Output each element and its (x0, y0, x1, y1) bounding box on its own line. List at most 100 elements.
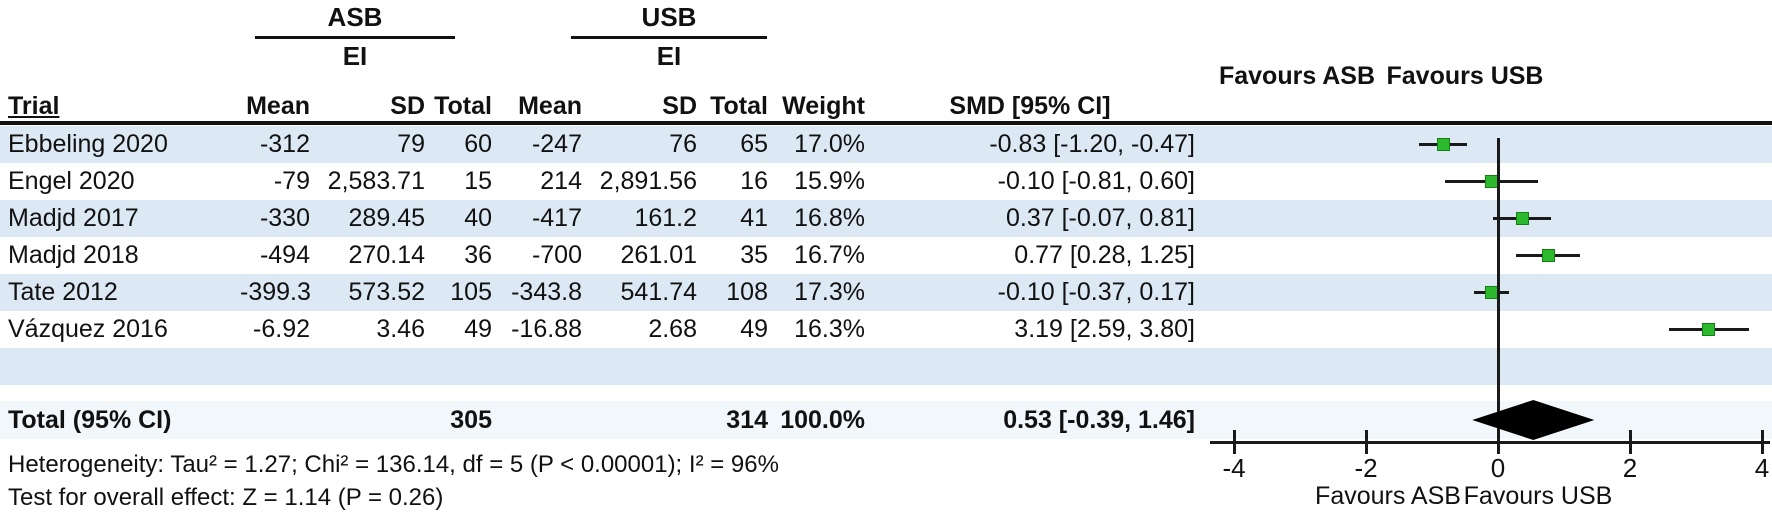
usb-sd-value: 161.2 (634, 204, 697, 232)
group-usb-sublabel: EI (656, 41, 682, 71)
usb-total-value: 16 (740, 167, 768, 195)
smd-ci-value: 0.77 [0.28, 1.25] (1014, 241, 1195, 269)
empty-row (0, 348, 1772, 385)
axis-tick-label: 2 (1622, 453, 1638, 483)
effect-point-marker-icon (1702, 323, 1716, 336)
weight-value: 16.7% (794, 241, 865, 269)
usb-sd-value: 541.74 (620, 278, 697, 306)
asb-mean-value: -312 (259, 130, 310, 158)
group-usb-underline (571, 36, 767, 39)
favours-usb-axis-label: Favours USB (1463, 482, 1613, 510)
axis-tick-label: 4 (1754, 453, 1770, 483)
asb-sd-value (310, 401, 425, 439)
trial-name: Madjd 2018 (8, 241, 139, 269)
weight-value: 17.0% (794, 130, 865, 158)
smd-ci-value: 3.19 [2.59, 3.80] (1014, 315, 1195, 343)
usb-total-value: 49 (740, 315, 768, 343)
spacer (0, 385, 1772, 401)
favours-asb-top-label: Favours ASB (1218, 62, 1376, 90)
usb-mean-value: -247 (531, 130, 582, 158)
study-row: Tate 2012 -399.3 573.52 105 -343.8 541.7… (0, 274, 1772, 311)
study-row: Ebbeling 2020 -312 79 60 -247 76 65 17.0… (0, 126, 1772, 163)
weight-value: 16.8% (794, 204, 865, 232)
smd-ci-value: 0.53 [-0.39, 1.46] (1003, 406, 1195, 434)
heterogeneity-text: Heterogeneity: Tau² = 1.27; Chi² = 136.1… (8, 451, 779, 478)
study-row: Vázquez 2016 -6.92 3.46 49 -16.88 2.68 4… (0, 311, 1772, 348)
group-asb-sublabel: EI (342, 41, 368, 71)
asb-sd-value: 573.52 (348, 278, 425, 306)
weight-value: 15.9% (794, 167, 865, 195)
asb-sd-value: 289.45 (348, 204, 425, 232)
weight-value: 16.3% (794, 315, 865, 343)
axis-tick (1628, 430, 1632, 454)
axis-tick (1496, 430, 1500, 454)
smd-ci-value: -0.10 [-0.37, 0.17] (997, 278, 1195, 306)
effect-point-marker-icon (1484, 175, 1498, 188)
asb-sd-value: 2,583.71 (327, 167, 425, 195)
column-header-weight: Weight (782, 92, 865, 120)
axis-tick-label: -4 (1222, 453, 1246, 483)
asb-mean-value: -6.92 (253, 315, 310, 343)
group-header-asb: ASB EI (255, 2, 455, 72)
effect-point-marker-icon (1515, 212, 1529, 225)
usb-sd-value: 2,891.56 (599, 167, 697, 195)
axis-tick (1364, 430, 1368, 454)
asb-sd-value: 270.14 (348, 241, 425, 269)
smd-ci-value: -0.83 [-1.20, -0.47] (989, 130, 1195, 158)
effect-point-marker-icon (1484, 286, 1498, 299)
usb-total-value: 314 (726, 406, 768, 434)
usb-mean-value: 214 (540, 167, 582, 195)
effect-point-marker-icon (1542, 249, 1556, 262)
zero-effect-line (1497, 138, 1500, 442)
usb-sd-value: 261.01 (620, 241, 697, 269)
study-row: Madjd 2018 -494 270.14 36 -700 261.01 35… (0, 237, 1772, 274)
favours-asb-axis-label: Favours ASB (1315, 482, 1461, 510)
group-asb-underline (255, 36, 455, 39)
usb-mean-value: -700 (531, 241, 582, 269)
usb-mean-value: -417 (531, 204, 582, 232)
column-header-asb-mean: Mean (246, 92, 310, 120)
smd-ci-value: -0.10 [-0.81, 0.60] (997, 167, 1195, 195)
trial-name: Vázquez 2016 (8, 315, 168, 343)
overall-effect-test-text: Test for overall effect: Z = 1.14 (P = 0… (8, 484, 444, 511)
column-header-asb-sd: SD (390, 92, 425, 120)
column-header-asb-total: Total (434, 92, 492, 120)
header-divider-line (0, 121, 1772, 125)
weight-value: 100.0% (780, 406, 865, 434)
asb-total-value: 60 (464, 130, 492, 158)
study-row: Madjd 2017 -330 289.45 40 -417 161.2 41 … (0, 200, 1772, 237)
usb-sd-value: 2.68 (648, 315, 697, 343)
usb-total-value: 35 (740, 241, 768, 269)
usb-mean-value: -343.8 (511, 278, 582, 306)
asb-mean-value: -399.3 (240, 278, 311, 306)
asb-mean-value: -494 (259, 241, 310, 269)
usb-total-value: 108 (726, 278, 768, 306)
column-header-usb-mean: Mean (518, 92, 582, 120)
trial-name: Ebbeling 2020 (8, 130, 168, 158)
column-header-usb-total: Total (710, 92, 768, 120)
asb-total-value: 40 (464, 204, 492, 232)
usb-sd-value: 76 (669, 130, 697, 158)
group-usb-label: USB (641, 2, 697, 32)
usb-sd-value (582, 401, 697, 439)
asb-total-value: 105 (450, 278, 492, 306)
asb-total-value: 15 (464, 167, 492, 195)
trial-name: Madjd 2017 (8, 204, 139, 232)
column-header-trial: Trial (8, 92, 60, 120)
effect-point-marker-icon (1436, 138, 1450, 151)
weight-value: 17.3% (794, 278, 865, 306)
asb-mean-value: -79 (273, 167, 310, 195)
usb-mean-value (492, 401, 582, 439)
usb-total-value: 65 (740, 130, 768, 158)
favours-usb-top-label: Favours USB (1386, 62, 1544, 90)
column-header-usb-sd: SD (662, 92, 697, 120)
asb-mean-value (240, 401, 310, 439)
axis-tick-label: -2 (1354, 453, 1378, 483)
asb-sd-value: 79 (397, 130, 425, 158)
group-header-usb: USB EI (571, 2, 767, 72)
column-header-row: Trial Mean SD Total Mean SD Total Weight… (0, 84, 1195, 121)
asb-total-value: 36 (464, 241, 492, 269)
axis-tick-label: 0 (1490, 453, 1506, 483)
x-axis-line (1210, 441, 1770, 444)
